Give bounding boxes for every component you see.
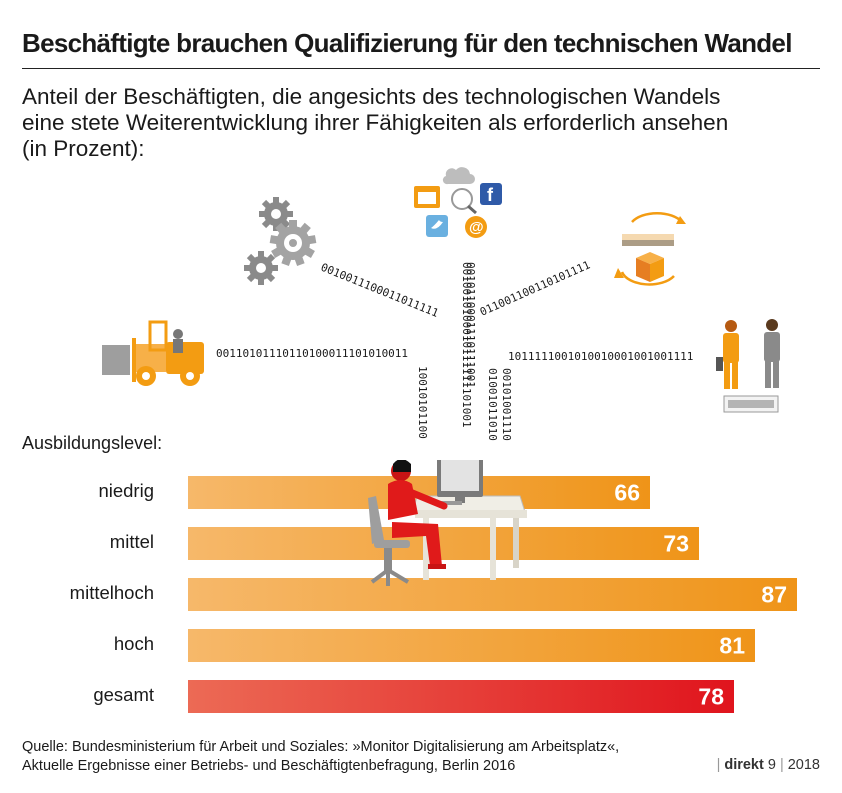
publication-brand: | direkt 9 | 2018 [713,757,820,773]
bar-value-label: 73 [663,531,689,557]
source-line: Aktuelle Ergebnisse einer Betriebs- und … [22,758,516,774]
svg-text:@: @ [469,219,484,236]
level-axis-title: Ausbildungslevel: [22,433,163,453]
divider: | [716,757,721,773]
binary-tree: 00110101110110100011101010011 0010011100… [216,258,693,440]
forklift-icon [102,320,204,386]
office-worker-icon [368,460,527,586]
bar-value-label: 87 [761,582,787,608]
page-title: Beschäftigte brauchen Qualifizierung für… [22,28,792,58]
category-label: hoch [113,633,154,654]
gears-icon [244,197,317,285]
category-label: mittel [109,531,154,552]
bar-value-label: 78 [698,684,724,710]
binary-string: 1011111001010010001001001111 [508,350,693,363]
binary-string: 10010101100 [416,366,429,439]
source-line: Quelle: Bundesministerium für Arbeit und… [22,739,620,755]
social-media-icons: f @ [414,167,502,238]
issue-number: 9 [767,757,776,773]
divider: | [779,757,784,773]
bar-chart: 66 73 87 81 78 [188,460,797,713]
category-label: gesamt [93,684,154,705]
binary-string: 011001100110101111 [478,258,592,318]
source-note: Quelle: Bundesministerium für Arbeit und… [22,738,619,776]
category-label: niedrig [98,480,154,501]
chart-subtitle: Anteil der Beschäftigten, die angesichts… [22,84,812,162]
binary-string: 0010011100011011111 [319,261,441,320]
binary-string: 0010110001110111001 [464,262,477,388]
brand-name: direkt [724,757,764,773]
svg-text:f: f [487,185,494,205]
category-label: mittelhoch [69,582,154,603]
logistics-cycle-icon [614,211,686,286]
subtitle-line: Anteil der Beschäftigten, die angesichts… [22,84,721,109]
issue-year: 2018 [787,757,820,773]
subtitle-line: (in Prozent): [22,136,145,161]
bar-value-label: 81 [719,633,745,659]
digitalization-illustration: f @ [102,167,780,441]
bar-mittelhoch [188,578,797,611]
workers-icon [716,319,780,413]
subtitle-line: eine stete Weiterentwicklung ihrer Fähig… [22,110,729,135]
bar-gesamt [188,680,734,713]
title-rule [22,68,820,69]
binary-string: 0010010100010111111101001 [460,262,473,428]
bar-hoch [188,629,755,662]
binary-string: 00110101110110100011101010011 [216,347,408,360]
binary-string: 00101001110 [500,368,513,441]
bar-value-label: 66 [614,480,640,506]
binary-string: 01001011010 [486,368,499,441]
bar-mittel [188,527,699,560]
